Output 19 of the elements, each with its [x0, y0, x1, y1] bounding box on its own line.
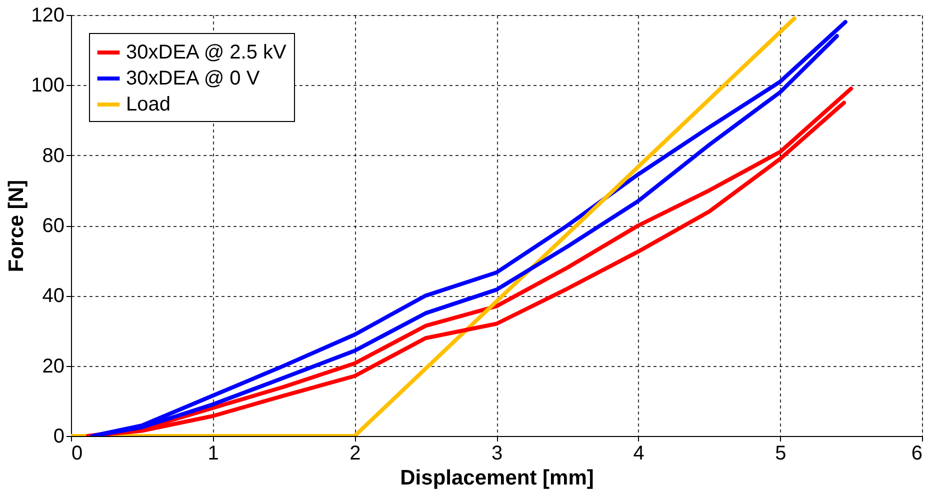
y-tick-label: 80 — [42, 144, 64, 167]
legend-label: 30xDEA @ 2.5 kV — [126, 42, 288, 64]
x-tick-label: 4 — [633, 442, 644, 464]
y-tick-label: 0 — [53, 426, 64, 448]
x-tick-label: 6 — [911, 442, 922, 464]
x-tick-label: 1 — [208, 442, 219, 464]
y-tick-label: 20 — [42, 355, 64, 378]
y-tick-label: 120 — [31, 4, 64, 26]
legend-label: Load — [126, 94, 170, 116]
x-axis-title: Displacement [mm] — [400, 466, 594, 490]
x-tick-label: 0 — [72, 442, 83, 464]
y-tick-label: 60 — [42, 215, 64, 237]
y-axis-title: Force [N] — [5, 180, 28, 272]
y-tick-label: 40 — [42, 285, 64, 308]
legend-label: 30xDEA @ 0 V — [126, 68, 260, 90]
x-tick-label: 5 — [775, 442, 786, 464]
x-tick-label: 3 — [491, 442, 503, 464]
y-tick-label: 100 — [31, 74, 64, 97]
x-tick-label: 2 — [350, 442, 361, 464]
